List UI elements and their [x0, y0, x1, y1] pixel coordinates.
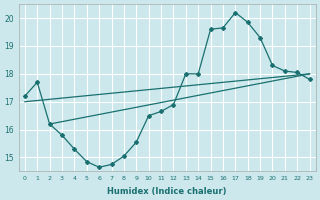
X-axis label: Humidex (Indice chaleur): Humidex (Indice chaleur)	[108, 187, 227, 196]
